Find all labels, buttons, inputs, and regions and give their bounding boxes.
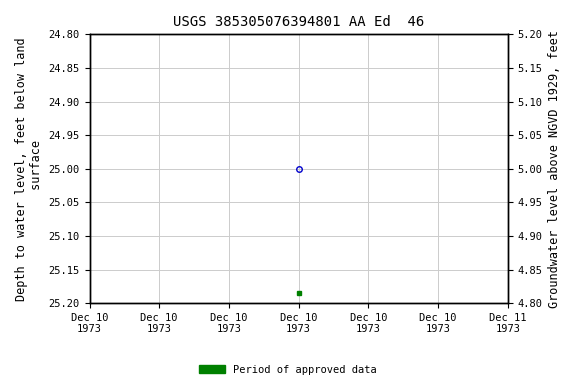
Y-axis label: Depth to water level, feet below land
 surface: Depth to water level, feet below land su… xyxy=(15,37,43,301)
Y-axis label: Groundwater level above NGVD 1929, feet: Groundwater level above NGVD 1929, feet xyxy=(548,30,561,308)
Title: USGS 385305076394801 AA Ed  46: USGS 385305076394801 AA Ed 46 xyxy=(173,15,425,29)
Legend: Period of approved data: Period of approved data xyxy=(195,361,381,379)
